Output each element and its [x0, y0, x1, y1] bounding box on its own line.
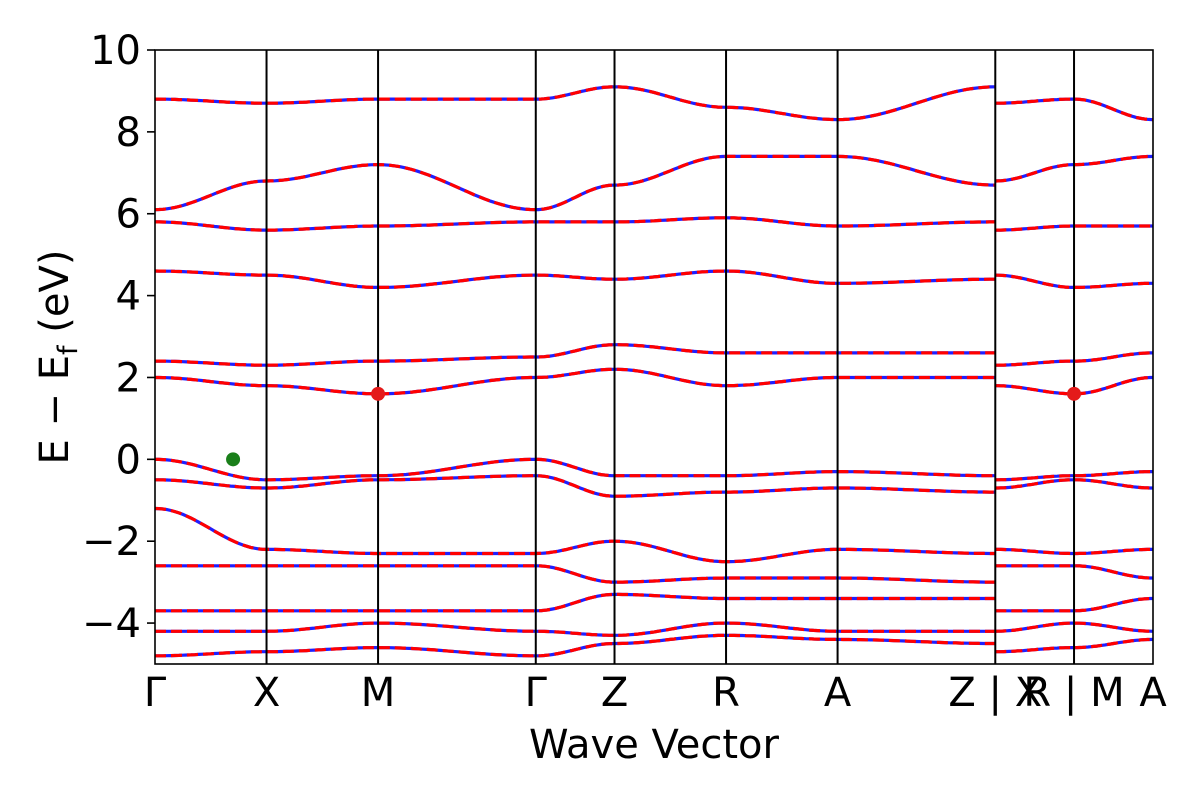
- y-axis-label-main: E − E: [32, 355, 78, 465]
- x-tick-label-6: A: [824, 670, 852, 716]
- band-line-red-2: [155, 592, 1153, 613]
- x-tick-label-4: Z: [601, 670, 628, 716]
- x-tick-label-0: Γ: [144, 670, 167, 716]
- band-line-red-10: [155, 216, 1153, 232]
- x-tick-label-2: M: [361, 670, 396, 716]
- x-axis-label: Wave Vector: [529, 722, 780, 768]
- band-line-red-7: [155, 367, 1153, 396]
- conduction-band-minimum-marker-0: [371, 386, 386, 401]
- x-tick-label-7: Z | X: [948, 670, 1042, 716]
- conduction-band-minimum-marker-1: [1067, 386, 1082, 401]
- y-tick-label-1: −2: [82, 519, 141, 565]
- y-tick-label-4: 4: [116, 274, 141, 320]
- band-line-red-4: [155, 506, 1153, 564]
- y-tick-label-6: 8: [116, 110, 141, 156]
- x-tick-label-9: A: [1139, 670, 1167, 716]
- high-symmetry-dividers: [265, 50, 1076, 664]
- band-line-red-11: [155, 154, 1153, 212]
- band-lines: [155, 85, 1153, 658]
- y-axis-label: E − Ef (eV): [32, 250, 84, 465]
- band-line-blue-11: [155, 154, 1153, 212]
- x-tick-label-1: X: [253, 670, 280, 716]
- x-axis-ticks: Γ X M Γ Z R A Z | XR | M A: [144, 670, 1167, 716]
- x-tick-label-5: R: [712, 670, 740, 716]
- band-line-red-1: [155, 621, 1153, 637]
- x-tick-label-8: R | M: [1023, 670, 1124, 716]
- band-line-red-12: [155, 85, 1153, 122]
- y-axis-ticks: −4 −2 0 2 4 6 8 10: [82, 28, 155, 647]
- band-line-red-5: [155, 474, 1153, 498]
- band-edge-markers: [226, 386, 1082, 467]
- band-line-red-6: [155, 457, 1153, 482]
- x-tick-label-3: Γ: [525, 670, 548, 716]
- y-axis-label-sub: f: [53, 344, 84, 355]
- y-tick-label-7: 10: [90, 28, 141, 74]
- y-tick-label-2: 0: [116, 437, 141, 483]
- band-line-blue-4: [155, 506, 1153, 564]
- band-line-red-9: [155, 269, 1153, 289]
- band-line-red-0: [155, 633, 1153, 658]
- plot-frame: [154, 49, 1154, 665]
- band-line-red-3: [155, 564, 1153, 584]
- y-tick-label-3: 2: [116, 355, 141, 401]
- band-line-red-8: [155, 343, 1153, 367]
- y-axis-label-unit: (eV): [32, 250, 78, 346]
- y-tick-label-5: 6: [116, 192, 141, 238]
- valence-band-maximum-marker: [226, 452, 241, 467]
- y-tick-label-0: −4: [82, 601, 141, 647]
